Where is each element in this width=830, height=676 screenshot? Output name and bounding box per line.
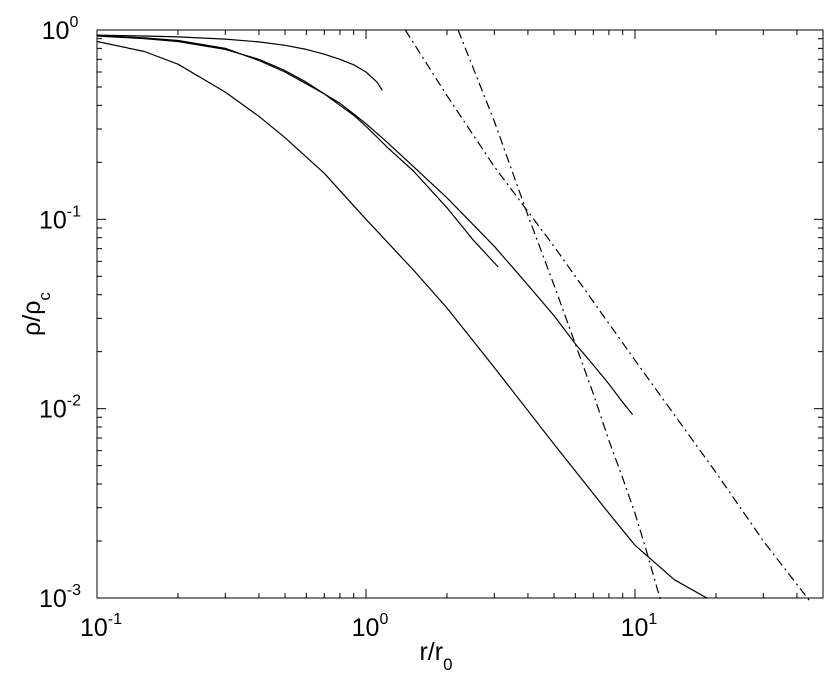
- series-line-2: [96, 34, 499, 268]
- x-tick-label-base: 10: [621, 614, 649, 642]
- x-tick-label-exp: -1: [108, 611, 122, 628]
- y-tick-label-exp: -2: [67, 393, 81, 410]
- x-tick-label-base: 10: [80, 614, 108, 642]
- series-layer: [96, 29, 812, 603]
- y-tick-label-base: 10: [42, 17, 70, 45]
- x-tick-label-base: 10: [352, 614, 380, 642]
- series-line-1: [96, 34, 383, 91]
- plot-frame: [96, 29, 824, 599]
- x-tick-label-exp: 0: [379, 611, 388, 628]
- plot-background: [97, 30, 823, 598]
- x-tick-label: 100: [352, 611, 389, 642]
- y-tick-label-exp: 0: [69, 14, 78, 31]
- y-tick-label-exp: -3: [67, 582, 81, 599]
- x-tick-label: 10-1: [80, 611, 122, 642]
- y-tick-label: 10-2: [39, 393, 81, 424]
- y-tick-label: 10-3: [39, 582, 81, 613]
- y-tick-label-base: 10: [39, 206, 67, 234]
- x-tick-label: 101: [621, 611, 658, 642]
- y-tick-label-base: 10: [39, 396, 67, 424]
- y-axis-label: ρ/ρc: [18, 292, 54, 336]
- y-axis-label-sub: c: [35, 292, 54, 301]
- series-line-5: [404, 29, 812, 603]
- y-tick-label-exp: -1: [67, 203, 81, 220]
- minor-ticks: [97, 30, 824, 598]
- y-tick-label: 100: [42, 14, 79, 45]
- series-line-3: [96, 35, 634, 415]
- y-tick-label: 10-1: [39, 203, 81, 234]
- y-tick-label-base: 10: [39, 585, 67, 613]
- x-axis-label: r/r0: [419, 638, 452, 674]
- series-line-6: [457, 29, 662, 603]
- series-line-4: [96, 40, 708, 599]
- x-axis-label-sub: 0: [443, 655, 452, 674]
- y-axis-label-base: ρ/ρ: [18, 301, 46, 336]
- x-tick-label-exp: 1: [648, 611, 657, 628]
- x-axis-label-base: r/r: [419, 638, 443, 666]
